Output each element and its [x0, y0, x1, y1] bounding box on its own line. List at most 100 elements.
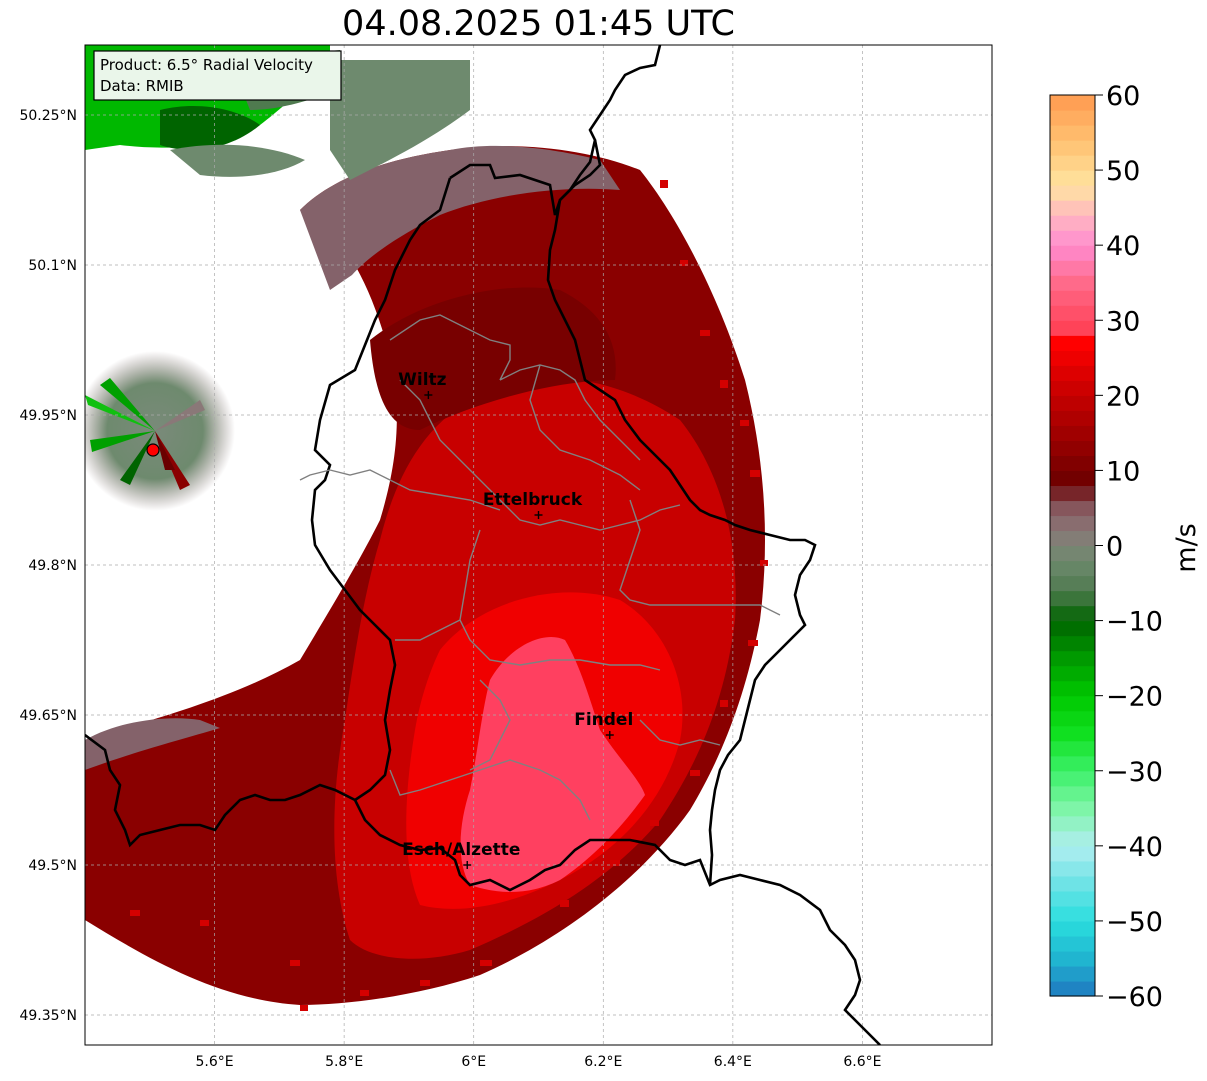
- colorbar-segment: [1050, 770, 1095, 787]
- colorbar-segment: [1050, 950, 1095, 967]
- latitude-labels: 50.25°N 50.1°N 49.95°N 49.8°N 49.65°N 49.5°N 4…: [19, 108, 77, 1024]
- colorbar-segment: [1050, 695, 1095, 712]
- map-title: 04.08.2025 01:45 UTC: [342, 4, 735, 44]
- city-label: Wiltz: [398, 370, 447, 390]
- colorbar-segment: [1050, 170, 1095, 186]
- colorbar-segment: [1050, 965, 1095, 982]
- colorbar-segment: [1050, 815, 1095, 832]
- colorbar-segment: [1050, 410, 1095, 426]
- velocity-gray-top: [330, 60, 470, 180]
- colorbar-segment: [1050, 845, 1095, 862]
- info-data-source: Data: RMIB: [100, 77, 184, 95]
- longitude-label: 5.6°E: [196, 1054, 234, 1070]
- colorbar-segment: [1050, 500, 1095, 517]
- edge-speckles: [130, 180, 768, 1011]
- colorbar-segment: [1050, 290, 1095, 306]
- longitude-labels: 5.6°E 5.8°E 6°E 6.2°E 6.4°E 6.6°E: [196, 1054, 882, 1070]
- map-frame: [84, 44, 993, 1046]
- colorbar-tick-label: −10: [1106, 607, 1163, 638]
- velocity-dark-green-top: [160, 105, 260, 150]
- colorbar-tick-label: 50: [1106, 156, 1140, 187]
- city-marker: Wiltz: [398, 370, 447, 399]
- latitude-label: 49.35°N: [19, 1008, 77, 1024]
- colorbar-segment: [1050, 830, 1095, 847]
- city-marker: Ettelbruck: [483, 490, 583, 519]
- colorbar-ticks: 60 50 40 30 20 10 0 −10 −20 −30 −40 −50 −60: [1095, 81, 1163, 1013]
- colorbar-segment: [1050, 125, 1095, 141]
- colorbar-segments: [1050, 95, 1095, 997]
- border-germany: [546, 139, 817, 886]
- longitude-label: 6.4°E: [714, 1054, 752, 1070]
- colorbar-segment: [1050, 530, 1095, 547]
- map-data-layer: [85, 45, 768, 1011]
- city-label: Ettelbruck: [483, 490, 583, 510]
- colorbar-tick-label: 30: [1106, 306, 1140, 337]
- colorbar-segment: [1050, 590, 1095, 607]
- radar-clutter-rays: [85, 378, 205, 490]
- latitude-label: 49.95°N: [19, 408, 77, 424]
- border-france: [85, 733, 881, 1045]
- colorbar-segment: [1050, 110, 1095, 126]
- colorbar-unit-label: m/s: [1171, 523, 1202, 572]
- colorbar-segment: [1050, 935, 1095, 952]
- colorbar-segment: [1050, 875, 1095, 892]
- colorbar-segment: [1050, 350, 1095, 366]
- canton-borders: [299, 314, 781, 821]
- colorbar-segment: [1050, 710, 1095, 727]
- colorbar-segment: [1050, 980, 1095, 997]
- colorbar-tick-label: 10: [1106, 456, 1140, 487]
- latitude-label: 50.25°N: [19, 108, 77, 124]
- colorbar-tick-label: 20: [1106, 381, 1140, 412]
- colorbar-segment: [1050, 800, 1095, 817]
- colorbar-segment: [1050, 200, 1095, 216]
- colorbar-tick-label: −20: [1106, 682, 1163, 713]
- longitude-label: 6°E: [461, 1054, 486, 1070]
- colorbar-segment: [1050, 905, 1095, 922]
- colorbar-tick-label: 60: [1106, 81, 1140, 112]
- longitude-label: 6.2°E: [584, 1054, 622, 1070]
- colorbar-segment: [1050, 245, 1095, 261]
- colorbar-segment: [1050, 440, 1095, 456]
- colorbar-segment: [1050, 395, 1095, 411]
- colorbar-segment: [1050, 230, 1095, 246]
- colorbar-segment: [1050, 665, 1095, 682]
- velocity-near-zero-left: [85, 718, 220, 770]
- info-box: Product: 6.5° Radial Velocity Data: RMIB: [93, 50, 342, 101]
- colorbar-segment: [1050, 650, 1095, 667]
- colorbar-segment: [1050, 515, 1095, 532]
- colorbar-tick-label: −30: [1106, 757, 1163, 788]
- colorbar-tick-label: −50: [1106, 907, 1163, 938]
- latitude-label: 49.8°N: [28, 558, 77, 574]
- city-marker: Findel: [574, 710, 633, 739]
- colorbar-tick-label: −60: [1106, 982, 1163, 1013]
- longitude-label: 5.8°E: [325, 1054, 363, 1070]
- city-markers: Wiltz Ettelbruck Findel Esch/Alzette: [398, 370, 633, 869]
- city-label: Esch/Alzette: [402, 840, 520, 860]
- velocity-pink-core: [460, 636, 645, 892]
- graticule: [85, 45, 992, 1045]
- colorbar-tick-label: −40: [1106, 832, 1163, 863]
- colorbar-segment: [1050, 785, 1095, 802]
- colorbar-segment: [1050, 155, 1095, 171]
- colorbar-segment: [1050, 455, 1095, 472]
- colorbar-segment: [1050, 185, 1095, 201]
- colorbar-tick-label: 0: [1106, 532, 1123, 563]
- radar-site-marker: [146, 443, 160, 457]
- radar-clutter: [85, 351, 235, 511]
- info-product: Product: 6.5° Radial Velocity: [100, 56, 313, 74]
- colorbar-segment: [1050, 560, 1095, 577]
- colorbar-segment: [1050, 545, 1095, 562]
- latitude-label: 49.5°N: [28, 858, 77, 874]
- colorbar-segment: [1050, 275, 1095, 291]
- colorbar-segment: [1050, 365, 1095, 381]
- colorbar-segment: [1050, 425, 1095, 441]
- colorbar-segment: [1050, 140, 1095, 156]
- country-borders: [85, 45, 881, 1045]
- colorbar-segment: [1050, 305, 1095, 321]
- colorbar-segment: [1050, 755, 1095, 772]
- velocity-gray-band-top: [170, 144, 305, 177]
- colorbar-segment: [1050, 605, 1095, 622]
- colorbar-segment: [1050, 320, 1095, 336]
- colorbar-segment: [1050, 335, 1095, 351]
